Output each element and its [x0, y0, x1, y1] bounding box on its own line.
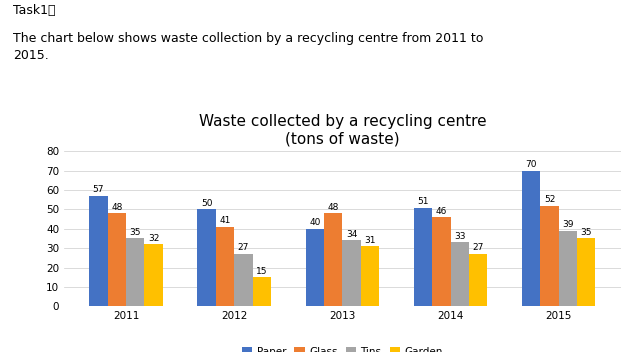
Bar: [198, 209, 216, 306]
Bar: [126, 239, 145, 306]
Bar: [234, 254, 253, 306]
Text: 35: 35: [580, 228, 592, 237]
Bar: [108, 213, 126, 306]
Bar: [577, 239, 595, 306]
Text: 57: 57: [93, 186, 104, 194]
Bar: [306, 229, 324, 306]
Text: 48: 48: [328, 203, 339, 212]
Text: 51: 51: [417, 197, 429, 206]
Legend: Paper, Glass, Tins, Garden: Paper, Glass, Tins, Garden: [238, 342, 447, 352]
Text: 46: 46: [436, 207, 447, 216]
Bar: [540, 206, 559, 306]
Bar: [145, 244, 163, 306]
Bar: [361, 246, 379, 306]
Text: Task1：: Task1：: [13, 4, 55, 17]
Bar: [414, 208, 432, 306]
Text: 40: 40: [309, 218, 321, 227]
Text: 31: 31: [364, 236, 376, 245]
Text: 27: 27: [472, 244, 484, 252]
Bar: [469, 254, 487, 306]
Text: 34: 34: [346, 230, 357, 239]
Text: 27: 27: [237, 244, 249, 252]
Bar: [522, 171, 540, 306]
Text: The chart below shows waste collection by a recycling centre from 2011 to
2015.: The chart below shows waste collection b…: [13, 32, 483, 62]
Text: 52: 52: [544, 195, 556, 204]
Text: 15: 15: [256, 267, 268, 276]
Bar: [342, 240, 361, 306]
Bar: [559, 231, 577, 306]
Bar: [253, 277, 271, 306]
Text: 70: 70: [525, 160, 537, 169]
Text: 32: 32: [148, 234, 159, 243]
Bar: [432, 217, 451, 306]
Title: Waste collected by a recycling centre
(tons of waste): Waste collected by a recycling centre (t…: [198, 114, 486, 146]
Bar: [324, 213, 342, 306]
Text: 33: 33: [454, 232, 465, 241]
Text: 41: 41: [220, 216, 231, 225]
Text: 39: 39: [562, 220, 573, 229]
Bar: [216, 227, 234, 306]
Bar: [90, 196, 108, 306]
Text: 50: 50: [201, 199, 212, 208]
Bar: [451, 242, 469, 306]
Text: 35: 35: [129, 228, 141, 237]
Text: 48: 48: [111, 203, 123, 212]
